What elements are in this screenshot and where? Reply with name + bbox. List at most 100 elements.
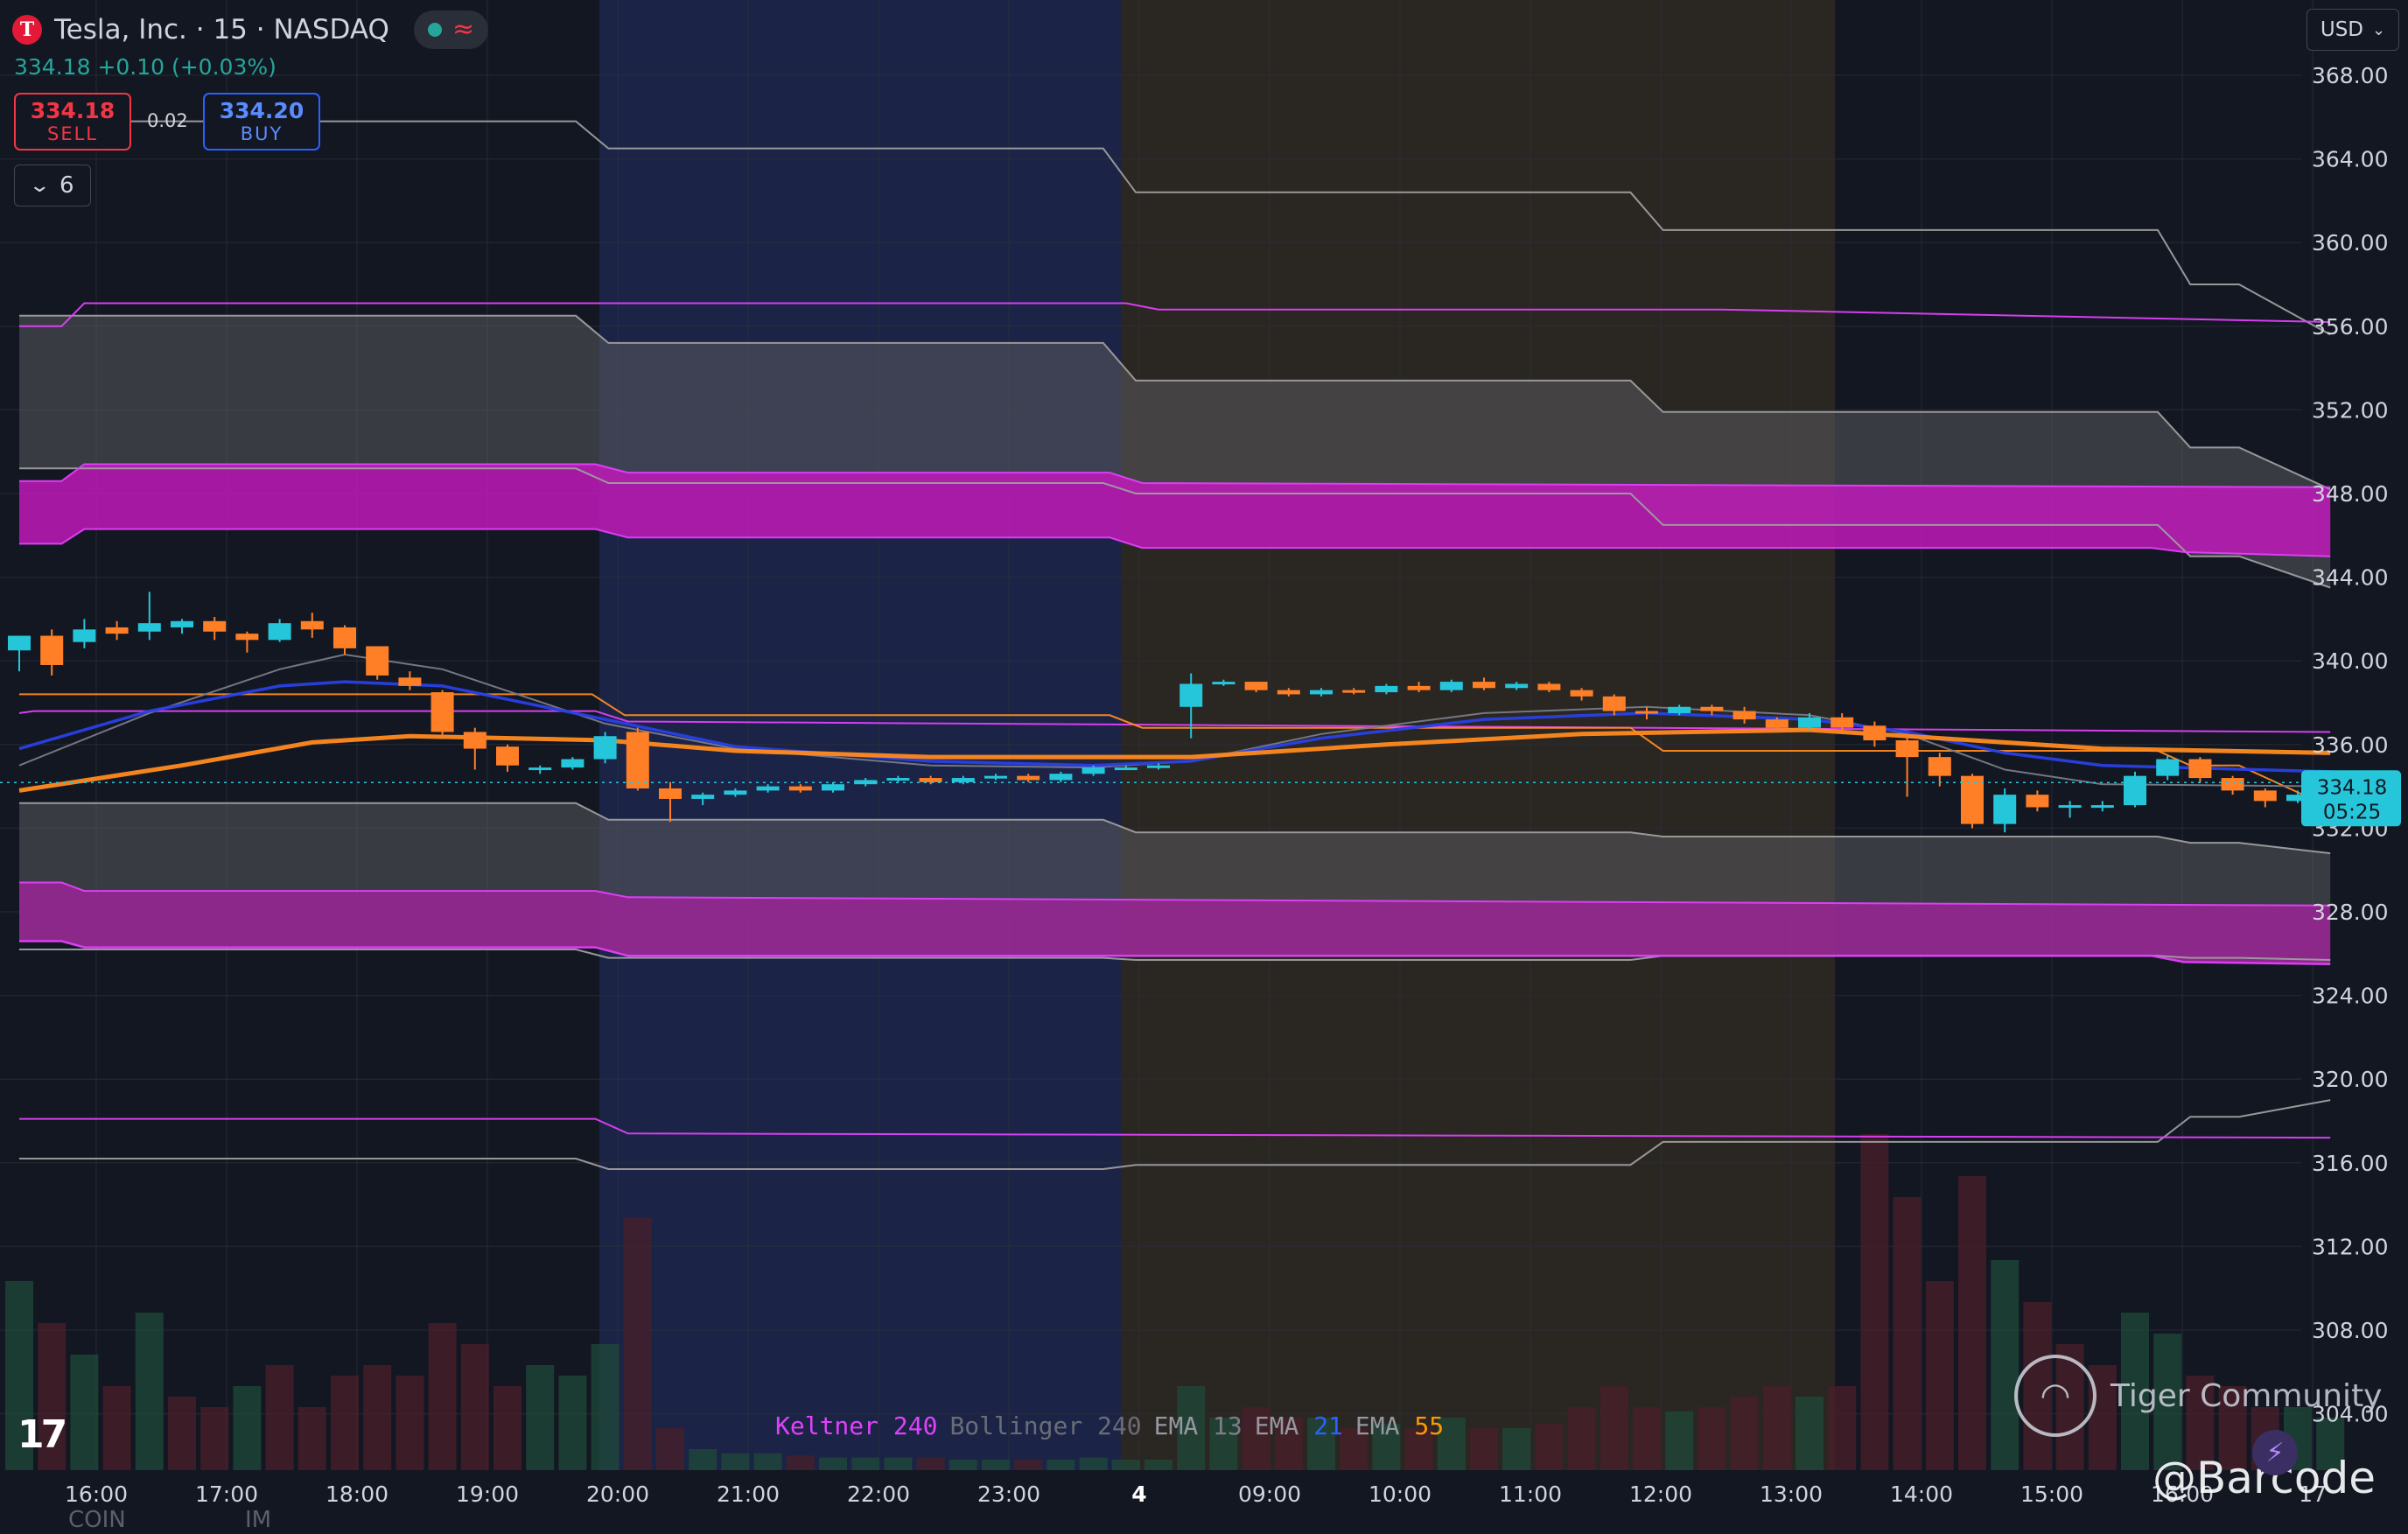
volume-bar (233, 1386, 262, 1470)
volume-bar (1340, 1428, 1368, 1470)
volume-bar (1893, 1197, 1922, 1470)
price-tick-label: 368.00 (2312, 63, 2388, 88)
volume-bar (135, 1313, 164, 1470)
legend-item-keltner[interactable]: Keltner 240 (775, 1411, 937, 1440)
time-tick-label: 18:00 (326, 1481, 388, 1507)
time-tick-label: 12:00 (1629, 1481, 1692, 1507)
spread-value: 0.02 (147, 110, 188, 131)
volume-bar (1470, 1428, 1498, 1470)
buy-price: 334.20 (219, 98, 304, 123)
keltner-mid-line (18, 710, 2331, 733)
candle-body (1863, 725, 1886, 741)
indicator-count: 6 (59, 172, 74, 199)
candle-body (333, 627, 356, 648)
time-tick-label: 13:00 (1760, 1481, 1823, 1507)
candle-body (1895, 740, 1919, 758)
market-status-pill[interactable]: ≈ (413, 11, 489, 49)
tradingview-logo-icon[interactable]: 17 (18, 1412, 67, 1457)
buy-button[interactable]: 334.20 BUY (203, 93, 320, 151)
currency-label: USD (2320, 18, 2364, 41)
candle-body (1473, 682, 1495, 689)
volume-bar (721, 1453, 750, 1470)
legend-item-ema55[interactable]: EMA 55 (1355, 1411, 1444, 1440)
price-axis[interactable]: 368.00 364.00 360.00 356.00 352.00 348.00 344.… (2312, 63, 2388, 1427)
volume-bar (1762, 1386, 1791, 1470)
candle-body (268, 623, 291, 641)
keltner-band-line (19, 881, 2331, 907)
time-tick-label: 23:00 (977, 1481, 1040, 1507)
band-fills (19, 315, 2331, 964)
candle-body (1277, 690, 1300, 695)
candle-body (2124, 775, 2146, 806)
candle-body (463, 732, 486, 749)
currency-selector[interactable]: USD ⌄ (2306, 9, 2399, 51)
ema55-line (18, 727, 2331, 793)
chevron-down-icon: ⌄ (27, 174, 51, 197)
candle-body (496, 746, 519, 766)
legend-param: 13 (1213, 1411, 1242, 1440)
time-axis[interactable]: 16:00 17:00 18:00 19:00 20:00 21:00 22:00 23:00… (65, 1481, 2327, 1507)
candle-body (561, 759, 584, 768)
keltner-band-line (19, 528, 2331, 557)
volume-bar (1307, 1418, 1335, 1470)
sell-button[interactable]: 334.18 SELL (14, 93, 131, 151)
symbol-header[interactable]: T Tesla, Inc. · 15 · NASDAQ ≈ (12, 11, 489, 49)
time-tick-label: 16:00 (65, 1481, 128, 1507)
price-tick-label: 324.00 (2312, 984, 2388, 1009)
volume-bar (1828, 1386, 1857, 1470)
candle-body (1668, 706, 1691, 713)
volume-bar (1372, 1424, 1401, 1470)
price-tick-label: 348.00 (2312, 481, 2388, 507)
bar-countdown: 05:25 (2323, 801, 2381, 823)
indicator-legend[interactable]: Keltner 240 Bollinger 240 EMA 13 EMA 21 … (775, 1411, 1444, 1440)
price-tick-label: 312.00 (2312, 1234, 2388, 1259)
volume-bar (2186, 1376, 2215, 1470)
volume-bar (265, 1365, 294, 1470)
time-tick-label: 4 (1131, 1481, 1146, 1507)
symbol-title[interactable]: Tesla, Inc. · 15 · NASDAQ (54, 14, 389, 46)
legend-item-bollinger[interactable]: Bollinger 240 (949, 1411, 1141, 1440)
candle-body (430, 692, 454, 732)
volume-bar (460, 1344, 489, 1470)
keltner-lower-line (19, 1117, 2331, 1139)
legend-item-ema21[interactable]: EMA 21 (1255, 1411, 1343, 1440)
time-tick-label: 09:00 (1238, 1481, 1301, 1507)
volume-bar (1730, 1397, 1759, 1470)
candle-body (2058, 805, 2082, 809)
candle-body (398, 677, 422, 686)
time-tick-label: 17 (2299, 1481, 2327, 1507)
time-tick-label: 10:00 (1368, 1481, 1432, 1507)
volume-bar (1242, 1407, 1270, 1470)
watermark: ◠ Tiger Community (2014, 1355, 2382, 1437)
lightning-icon[interactable]: ⚡ (2252, 1430, 2298, 1475)
candle-body (2026, 795, 2049, 808)
price-tick-label: 304.00 (2312, 1402, 2388, 1427)
volume-bar (1209, 1418, 1238, 1470)
volume-bar (656, 1428, 684, 1470)
buy-label: BUY (240, 123, 284, 144)
candle-body (171, 620, 193, 627)
volume-bar (1404, 1428, 1433, 1470)
volume-bar (331, 1376, 359, 1470)
candle-body (1798, 717, 1821, 728)
volume-bar (753, 1453, 782, 1470)
candle-body (1439, 682, 1463, 690)
sell-price: 334.18 (30, 98, 116, 123)
keltner-upper-line (19, 302, 2331, 327)
volume-bar (689, 1449, 718, 1470)
volume-bar (1535, 1424, 1564, 1470)
time-tick-label: 11:00 (1499, 1481, 1562, 1507)
candle-body (1147, 765, 1170, 768)
price-tick-label: 340.00 (2312, 648, 2388, 674)
volume-bar (819, 1457, 847, 1470)
watermark-text: Tiger Community (2110, 1377, 2383, 1414)
last-price-label: 334.18 05:25 (2301, 770, 2401, 827)
candle-body (235, 634, 259, 641)
volume-bar (1665, 1411, 1694, 1470)
volume-bar (363, 1365, 392, 1470)
legend-item-ema13[interactable]: EMA 13 (1154, 1411, 1242, 1440)
indicators-collapse-button[interactable]: ⌄ 6 (14, 165, 91, 207)
volume-bar (1274, 1418, 1303, 1470)
candle-body (1342, 690, 1366, 693)
